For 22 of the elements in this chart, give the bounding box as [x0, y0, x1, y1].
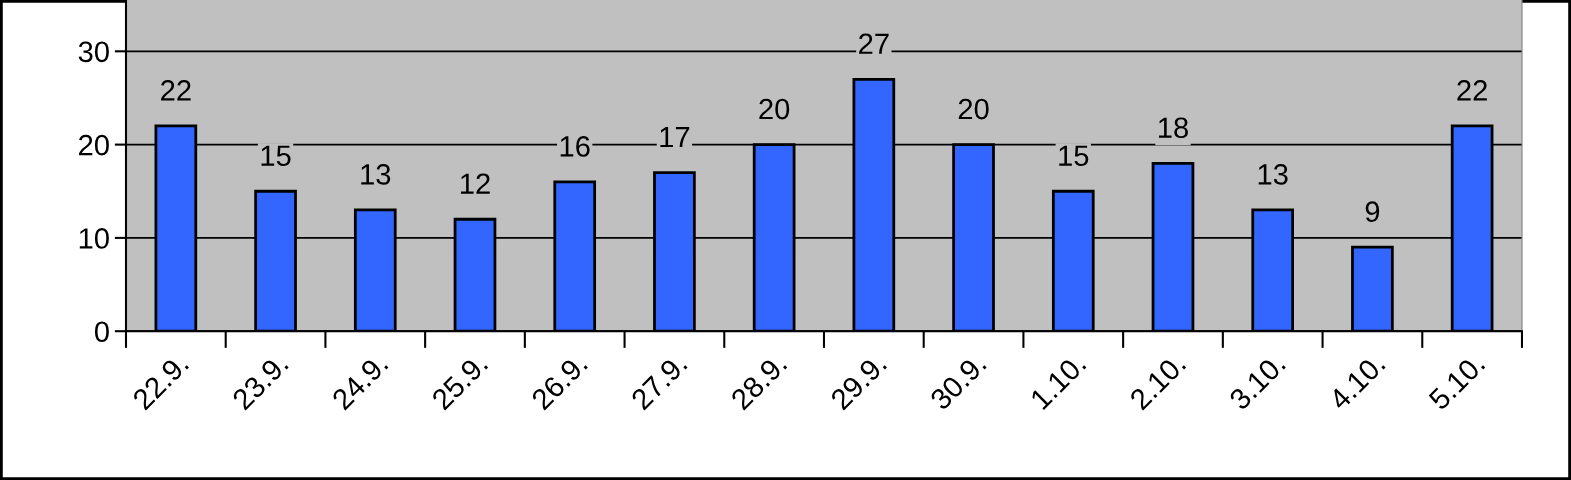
- data-label: 27: [859, 33, 889, 54]
- data-label: 12: [461, 173, 490, 194]
- y-tick-label: 0: [94, 321, 109, 343]
- data-label: 18: [1158, 117, 1188, 139]
- data-label: 20: [759, 98, 790, 120]
- data-label: 22: [1457, 80, 1487, 101]
- x-tick-label: 5.10.: [1427, 353, 1486, 411]
- data-label: 13: [361, 164, 391, 185]
- data-label: 20: [958, 98, 989, 120]
- y-tick-label: 20: [79, 134, 109, 156]
- x-tick-label: 4.10.: [1327, 353, 1386, 412]
- data-label: 15: [261, 145, 291, 167]
- x-tick-label: 3.10.: [1228, 353, 1286, 411]
- data-label: 15: [1059, 145, 1089, 167]
- y-tick-label: 30: [78, 41, 109, 63]
- data-label: 13: [1258, 164, 1288, 185]
- data-label: 9: [1365, 201, 1380, 223]
- x-tick-label: 30.9.: [929, 353, 987, 411]
- data-label: 16: [560, 136, 590, 157]
- data-label: 17: [660, 127, 690, 148]
- data-label: 22: [161, 80, 191, 101]
- y-tick-label: 10: [79, 228, 109, 249]
